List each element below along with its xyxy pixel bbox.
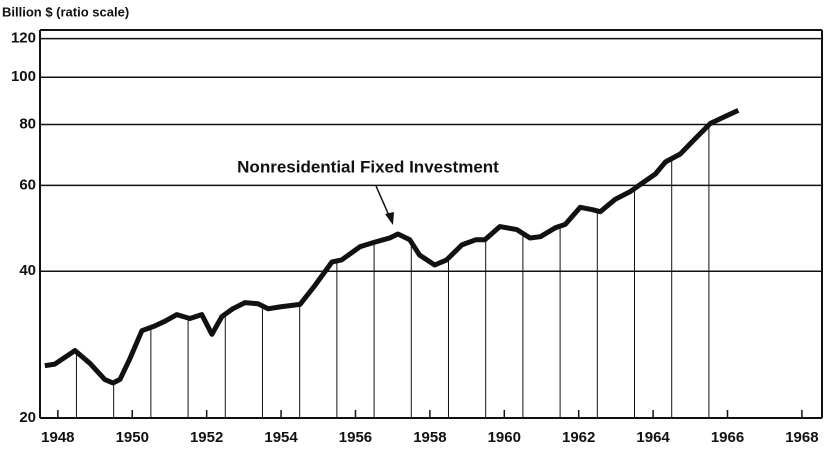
x-tick-label: 1968 [785, 429, 818, 446]
y-tick-label: 20 [19, 409, 36, 426]
x-tick-label: 1958 [413, 429, 446, 446]
x-tick-label: 1956 [339, 429, 372, 446]
y-tick-label: 120 [11, 30, 36, 47]
y-axis-label: Billion $ (ratio scale) [2, 4, 129, 19]
y-tick-label: 60 [19, 176, 36, 193]
annotation-arrowhead [385, 212, 394, 225]
data-line [44, 108, 740, 386]
x-tick-label: 1966 [711, 429, 744, 446]
y-tick-label: 100 [11, 68, 36, 85]
x-tick-label: 1954 [264, 429, 298, 446]
x-tick-label: 1962 [562, 429, 595, 446]
y-tick-label: 40 [19, 262, 36, 279]
x-tick-label: 1948 [41, 429, 74, 446]
annotation-bg [203, 154, 533, 182]
annotation: Nonresidential Fixed Investment [237, 157, 499, 176]
x-tick-label: 1952 [190, 429, 223, 446]
x-tick-label: 1964 [636, 429, 670, 446]
x-tick-label: 1950 [116, 429, 149, 446]
x-tick-label: 1960 [488, 429, 521, 446]
y-tick-label: 80 [19, 115, 36, 132]
